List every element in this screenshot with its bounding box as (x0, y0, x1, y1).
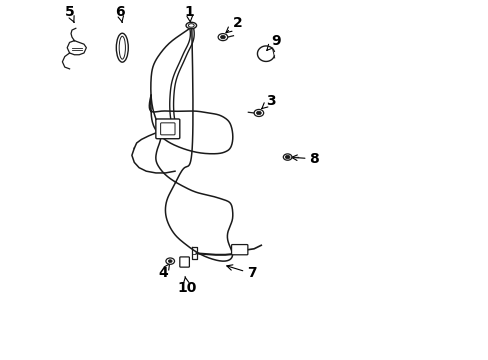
Circle shape (168, 260, 172, 262)
Polygon shape (67, 41, 86, 55)
Circle shape (218, 33, 227, 41)
Text: 6: 6 (115, 5, 124, 22)
FancyBboxPatch shape (160, 123, 175, 135)
Text: 10: 10 (177, 276, 196, 294)
Ellipse shape (188, 24, 194, 27)
Text: 5: 5 (64, 5, 74, 22)
Text: 7: 7 (226, 265, 256, 280)
Circle shape (256, 111, 261, 115)
Circle shape (283, 154, 291, 160)
Text: 4: 4 (158, 264, 169, 280)
Text: 1: 1 (184, 5, 194, 22)
Ellipse shape (119, 36, 125, 59)
Text: 9: 9 (266, 33, 280, 50)
Text: 3: 3 (261, 94, 275, 109)
Circle shape (285, 155, 289, 159)
Ellipse shape (185, 22, 196, 29)
Circle shape (220, 35, 225, 39)
Text: 8: 8 (291, 152, 318, 166)
Circle shape (254, 109, 263, 117)
Ellipse shape (116, 33, 128, 62)
FancyBboxPatch shape (156, 119, 180, 139)
Text: 2: 2 (225, 16, 242, 33)
FancyBboxPatch shape (180, 257, 189, 267)
Circle shape (165, 258, 174, 264)
FancyBboxPatch shape (231, 244, 247, 255)
